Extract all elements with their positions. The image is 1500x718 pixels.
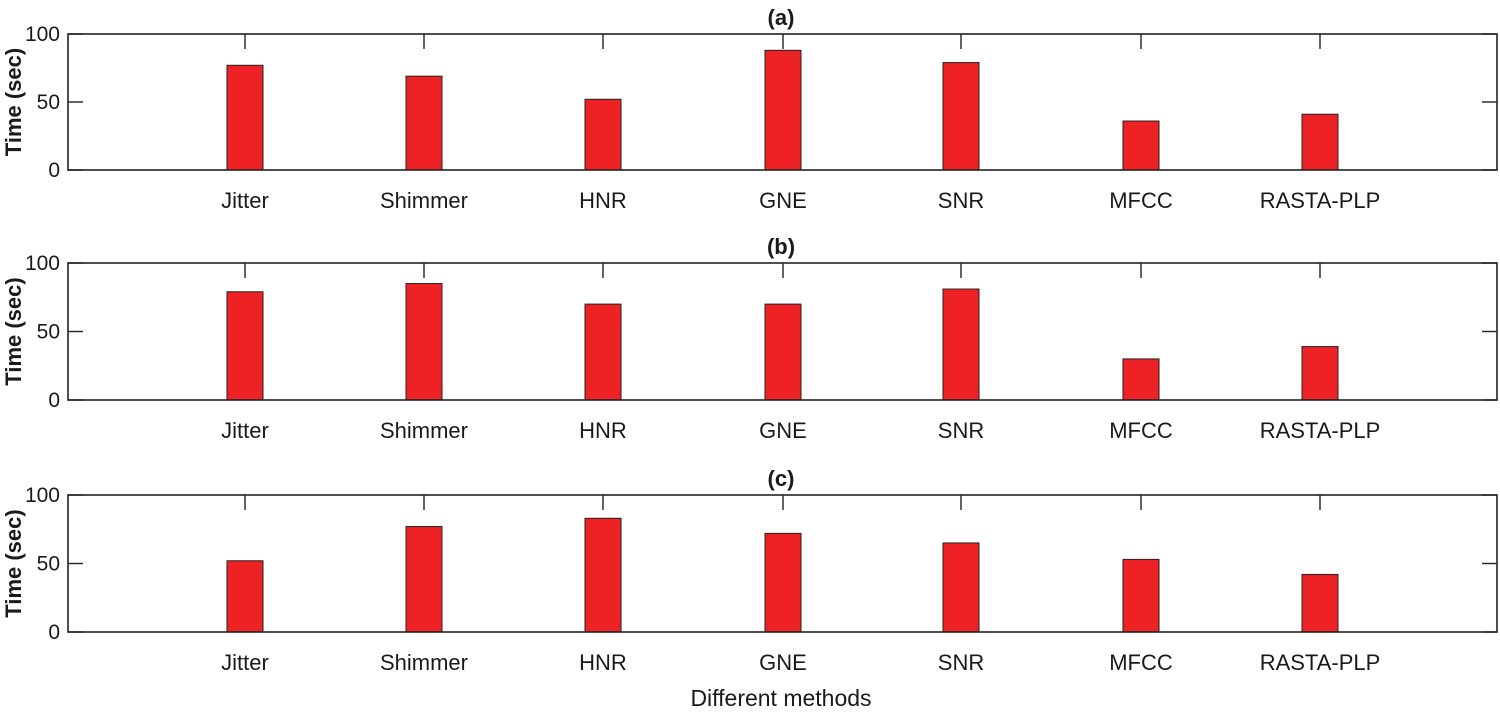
x-tick-label-shimmer: Shimmer <box>380 188 468 213</box>
bar-jitter <box>226 291 264 401</box>
x-tick-label-mfcc: MFCC <box>1109 650 1173 675</box>
x-tick-label-snr: SNR <box>938 188 984 213</box>
x-tick-label-hnr: HNR <box>579 650 627 675</box>
bar-shimmer <box>405 75 443 171</box>
y-axis-label: Time (sec) <box>1 509 26 617</box>
bar-mfcc <box>1122 558 1160 633</box>
panel-title: (a) <box>768 5 795 30</box>
bar-hnr <box>584 517 622 633</box>
bar-rasta-plp <box>1301 113 1339 171</box>
x-tick-label-jitter: Jitter <box>221 188 269 213</box>
bar-snr <box>942 542 980 633</box>
x-tick-label-gne: GNE <box>759 650 807 675</box>
bar-rasta-plp <box>1301 573 1339 633</box>
panel-c: 0 50 100 Jitter Shimmer HNR GNE SNR MFCC RASTA-PL… <box>1 466 1498 711</box>
y-tick-label: 0 <box>48 159 60 182</box>
x-tick-label-snr: SNR <box>938 650 984 675</box>
y-tick-label: 50 <box>37 553 60 576</box>
y-axis-label: Time (sec) <box>1 48 26 156</box>
x-tick-label-shimmer: Shimmer <box>380 650 468 675</box>
bar-gne <box>764 532 802 633</box>
y-tick-label: 0 <box>48 621 60 644</box>
x-tick-label-rasta-plp: RASTA-PLP <box>1260 650 1381 675</box>
bar-jitter <box>226 560 264 633</box>
y-tick-label: 100 <box>25 484 60 507</box>
x-tick-label-gne: GNE <box>759 418 807 443</box>
bar-jitter <box>226 64 264 171</box>
y-tick-label: 50 <box>37 321 60 344</box>
panel-title: (c) <box>768 466 795 491</box>
y-tick-label: 50 <box>37 91 60 114</box>
y-tick-label: 100 <box>25 252 60 275</box>
y-tick-label: 100 <box>25 23 60 46</box>
x-tick-label-shimmer: Shimmer <box>380 418 468 443</box>
bar-mfcc <box>1122 120 1160 171</box>
x-tick-label-rasta-plp: RASTA-PLP <box>1260 188 1381 213</box>
x-tick-label-mfcc: MFCC <box>1109 418 1173 443</box>
x-tick-label-hnr: HNR <box>579 418 627 443</box>
y-tick-label: 0 <box>48 389 60 412</box>
x-axis-label: Different methods <box>690 685 871 711</box>
x-tick-label-snr: SNR <box>938 418 984 443</box>
x-tick-label-rasta-plp: RASTA-PLP <box>1260 418 1381 443</box>
bar-shimmer <box>405 283 443 401</box>
x-tick-label-jitter: Jitter <box>221 650 269 675</box>
x-tick-label-mfcc: MFCC <box>1109 188 1173 213</box>
bar-shimmer <box>405 526 443 633</box>
panel-a: 0 50 100 Jitter Shimmer HNR GNE SNR MFCC RASTA-PL… <box>1 5 1498 213</box>
bar-snr <box>942 288 980 401</box>
x-tick-label-gne: GNE <box>759 188 807 213</box>
bar-gne <box>764 49 802 171</box>
bar-rasta-plp <box>1301 346 1339 401</box>
bar-hnr <box>584 303 622 401</box>
x-tick-label-hnr: HNR <box>579 188 627 213</box>
bar-hnr <box>584 98 622 171</box>
x-tick-label-jitter: Jitter <box>221 418 269 443</box>
y-axis-label: Time (sec) <box>1 277 26 385</box>
bar-gne <box>764 303 802 401</box>
bar-mfcc <box>1122 358 1160 401</box>
panel-title: (b) <box>767 234 795 259</box>
panel-b: 0 50 100 Jitter Shimmer HNR GNE SNR MFCC RASTA-PL… <box>1 234 1498 443</box>
bar-snr <box>942 62 980 171</box>
